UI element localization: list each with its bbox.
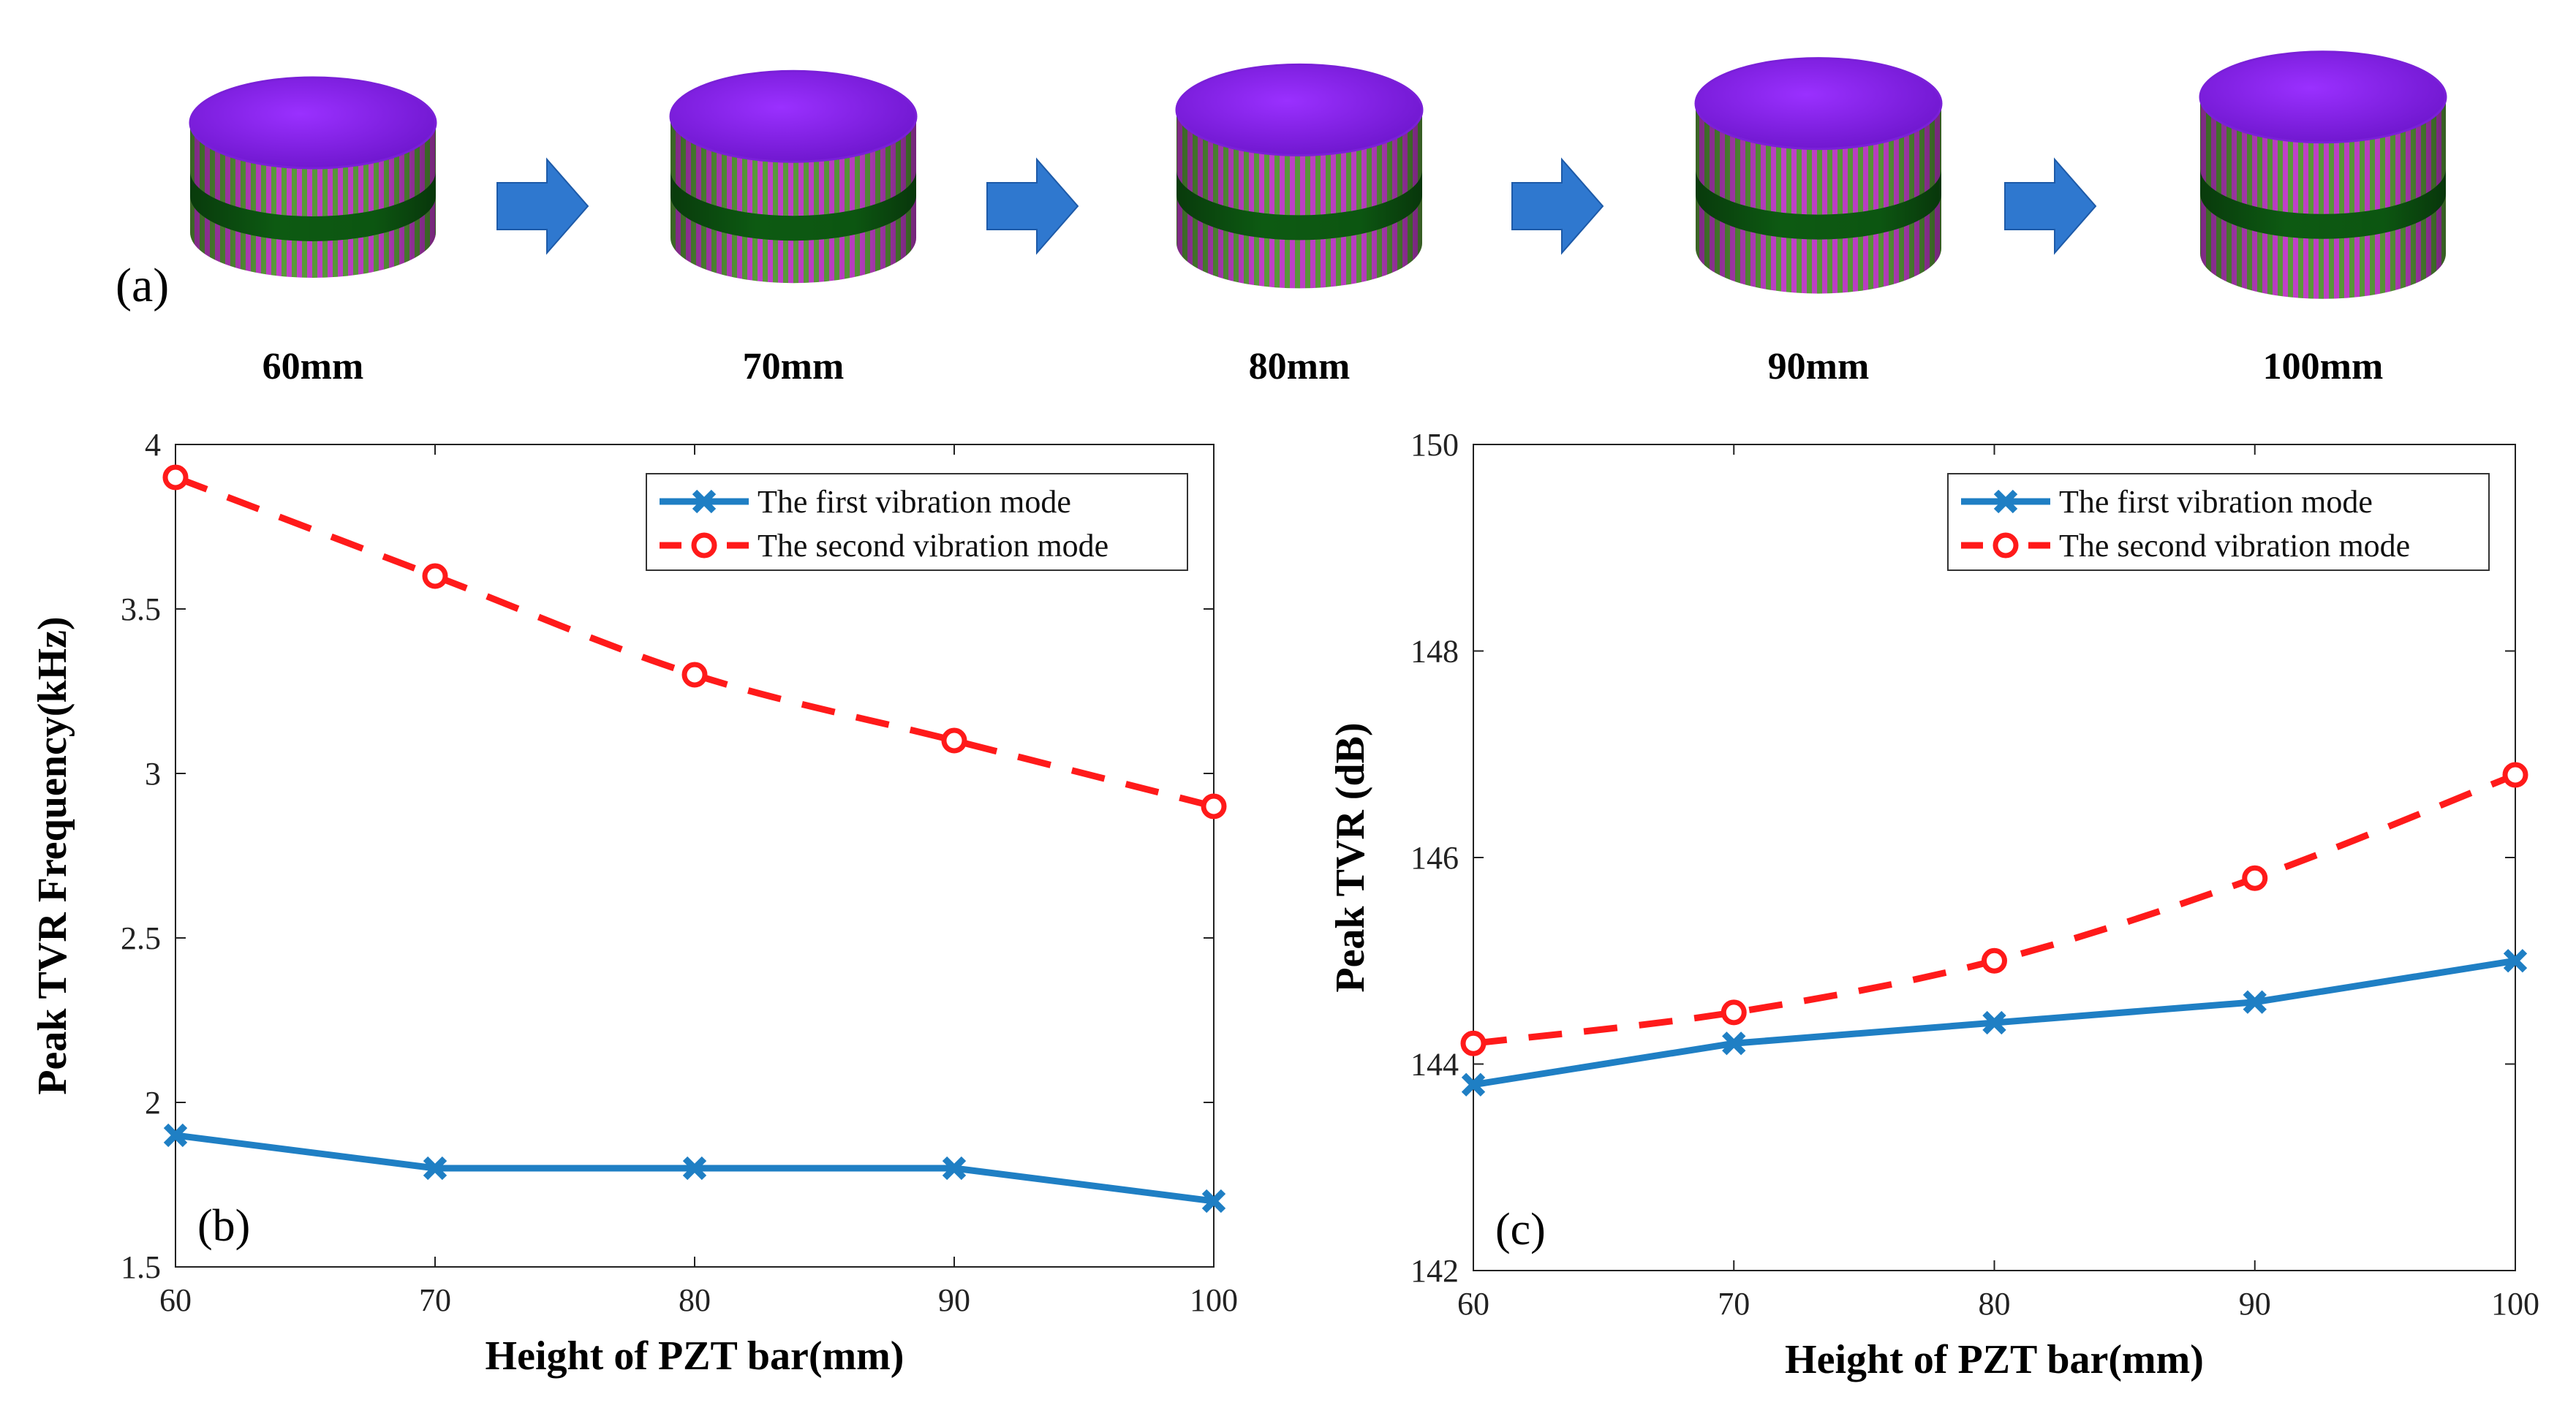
y-tick-label: 144 bbox=[1410, 1047, 1459, 1083]
legend-marker-2 bbox=[691, 532, 717, 559]
x-tick-label: 70 bbox=[419, 1282, 451, 1318]
series-1-point-90 bbox=[2243, 990, 2267, 1014]
cylinder-shading bbox=[2200, 96, 2446, 299]
panel-label: (c) bbox=[1495, 1205, 1546, 1254]
legend-label-1: The first vibration mode bbox=[2059, 484, 2373, 520]
x-tick-label: 80 bbox=[679, 1282, 711, 1318]
series-1-point-70 bbox=[1722, 1032, 1746, 1056]
panel-a-label: (a) bbox=[116, 259, 169, 312]
cylinder-top bbox=[1175, 63, 1424, 156]
cylinder-shading bbox=[1696, 103, 1941, 294]
series-2-point-90 bbox=[941, 727, 967, 754]
series-1-point-90 bbox=[942, 1156, 967, 1181]
height-label-80mm: 80mm bbox=[1249, 346, 1351, 387]
series-2-point-60 bbox=[1460, 1030, 1487, 1056]
legend-label-2: The second vibration mode bbox=[2059, 528, 2410, 564]
arrow-right-icon-2 bbox=[986, 157, 1079, 255]
series-1-point-80 bbox=[1982, 1010, 2006, 1035]
series-1-point-80 bbox=[682, 1156, 707, 1181]
y-tick-label: 146 bbox=[1410, 840, 1459, 876]
panel-a-transducer-sequence: 60mm 70mm 80mm 90mm 100mm bbox=[189, 50, 2447, 387]
series-1-point-100 bbox=[2503, 949, 2528, 973]
x-tick-label: 60 bbox=[159, 1282, 192, 1318]
cylinder-shading bbox=[671, 116, 916, 284]
y-tick-label: 150 bbox=[1410, 427, 1459, 463]
series-2-point-70 bbox=[422, 563, 448, 589]
legend-box bbox=[1947, 473, 2490, 571]
cylinder-60mm: 60mm bbox=[189, 76, 437, 387]
x-tick-label: 60 bbox=[1457, 1286, 1489, 1322]
chart-b-frequency: 60 70 80 90 100 1.5 2 2.5 3 3.5 4 Height of PZT bar… bbox=[30, 427, 1238, 1379]
y-tick-label: 148 bbox=[1410, 634, 1459, 670]
x-tick-label: 90 bbox=[938, 1282, 970, 1318]
y-tick-label: 2.5 bbox=[121, 920, 161, 956]
series-2-point-100 bbox=[1201, 793, 1227, 820]
x-tick-label: 100 bbox=[2491, 1286, 2539, 1322]
arrow-right-icon-1 bbox=[496, 157, 589, 255]
x-tick-label: 90 bbox=[2239, 1286, 2271, 1322]
height-label-70mm: 70mm bbox=[743, 346, 845, 387]
arrow-right-icon-3 bbox=[1511, 157, 1604, 255]
series-1-point-60 bbox=[1461, 1072, 1486, 1097]
y-tick-label: 2 bbox=[145, 1085, 161, 1121]
series-1-point-100 bbox=[1201, 1189, 1226, 1214]
cylinder-top bbox=[2199, 50, 2447, 144]
y-axis-label: Peak TVR Frequency(kHz) bbox=[30, 616, 75, 1094]
x-tick-label: 100 bbox=[1190, 1282, 1238, 1318]
series-1-point-60 bbox=[163, 1123, 188, 1148]
cylinder-top bbox=[669, 69, 918, 163]
height-label-90mm: 90mm bbox=[1768, 346, 1870, 387]
cylinder-80mm: 80mm bbox=[1175, 63, 1424, 387]
y-axis-label: Peak TVR (dB) bbox=[1328, 722, 1373, 992]
cylinder-top bbox=[1694, 57, 1943, 151]
series-2-point-100 bbox=[2502, 762, 2528, 788]
panel-label: (b) bbox=[197, 1201, 250, 1251]
series-2-point-70 bbox=[1721, 999, 1747, 1026]
legend-box bbox=[646, 473, 1188, 571]
cylinder-100mm: 100mm bbox=[2199, 50, 2447, 387]
cylinder-70mm: 70mm bbox=[669, 69, 918, 387]
chart-c-tvr: 60 70 80 90 100 142 144 146 148 150 Height of PZT … bbox=[1328, 427, 2539, 1382]
series-2-point-80 bbox=[1982, 947, 2007, 974]
legend: The first vibration mode The second vibra… bbox=[1947, 473, 2490, 571]
cylinder-90mm: 90mm bbox=[1694, 57, 1943, 387]
plot-frame bbox=[175, 444, 1215, 1268]
series-2-point-90 bbox=[2242, 865, 2268, 891]
y-tick-label: 142 bbox=[1410, 1253, 1459, 1289]
cylinder-top bbox=[189, 76, 437, 170]
plot-frame bbox=[1473, 444, 2516, 1271]
x-tick-label: 70 bbox=[1718, 1286, 1750, 1322]
series-1-point-70 bbox=[423, 1156, 447, 1181]
cylinder-shading bbox=[1176, 110, 1422, 289]
y-tick-label: 3 bbox=[145, 756, 161, 792]
legend-marker-1 bbox=[1993, 489, 2018, 514]
x-tick-label: 80 bbox=[1979, 1286, 2011, 1322]
legend: The first vibration mode The second vibra… bbox=[646, 473, 1188, 571]
y-tick-label: 4 bbox=[145, 427, 161, 463]
series-line-2 bbox=[174, 474, 1215, 810]
x-axis-label: Height of PZT bar(mm) bbox=[486, 1333, 904, 1379]
series-2-point-80 bbox=[681, 662, 708, 688]
legend-label-1: The first vibration mode bbox=[758, 484, 1071, 520]
y-tick-label: 1.5 bbox=[121, 1249, 161, 1285]
arrow-right-icon-4 bbox=[2004, 157, 2097, 255]
legend-label-2: The second vibration mode bbox=[758, 528, 1108, 564]
legend-marker-1 bbox=[692, 489, 717, 514]
height-label-60mm: 60mm bbox=[262, 346, 364, 387]
legend-marker-2 bbox=[1993, 532, 2019, 559]
series-2-point-60 bbox=[162, 464, 189, 491]
y-tick-label: 3.5 bbox=[121, 591, 161, 627]
x-axis-label: Height of PZT bar(mm) bbox=[1785, 1337, 2204, 1382]
height-label-100mm: 100mm bbox=[2263, 346, 2384, 387]
